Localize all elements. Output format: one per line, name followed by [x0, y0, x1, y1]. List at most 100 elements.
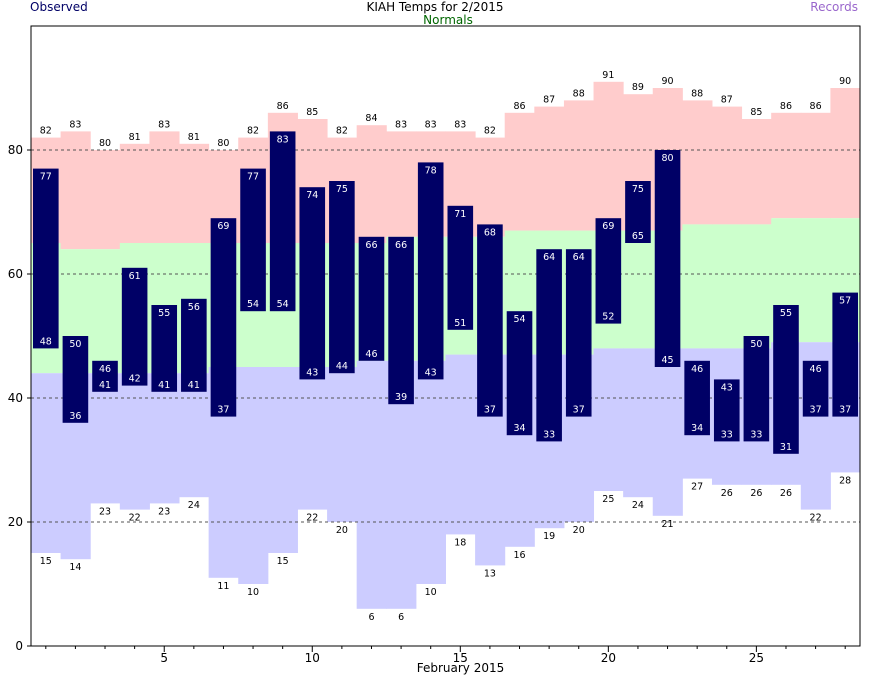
record-high-label: 90	[662, 76, 674, 87]
record-high-band	[682, 100, 713, 225]
observed-low-label: 43	[425, 367, 437, 378]
record-high-label: 83	[395, 119, 407, 130]
record-high-label: 83	[158, 119, 170, 130]
observed-bar	[802, 360, 829, 417]
record-low-band	[119, 373, 150, 510]
record-low-band	[297, 367, 328, 510]
record-high-band	[534, 106, 565, 231]
record-low-band	[356, 360, 387, 609]
observed-low-label: 37	[810, 405, 822, 416]
record-low-label: 25	[602, 494, 614, 505]
record-high-label: 82	[40, 126, 52, 137]
record-low-label: 22	[129, 513, 141, 524]
y-tick-label: 60	[8, 267, 23, 281]
observed-low-label: 41	[188, 380, 200, 391]
record-high-label: 83	[69, 119, 81, 130]
record-high-label: 80	[217, 138, 229, 149]
axes: 0 20 40 60 80 5 10 15 20 25 February 2015	[8, 25, 861, 675]
observed-bar	[92, 360, 118, 392]
normal-band	[741, 224, 772, 349]
observed-high-label: 56	[188, 302, 200, 313]
observed-high-label: 74	[306, 190, 318, 201]
record-low-label: 23	[99, 506, 111, 517]
observed-low-label: 33	[750, 429, 762, 440]
observed-bar	[536, 249, 562, 442]
observed-low-label: 41	[99, 380, 111, 391]
record-low-label: 6	[368, 612, 374, 623]
observed-low-label: 54	[247, 299, 259, 310]
normal-band	[711, 224, 743, 349]
observed-low-label: 33	[543, 429, 555, 440]
observed-low-label: 37	[839, 405, 851, 416]
observed-high-label: 64	[573, 252, 585, 263]
record-low-label: 24	[188, 500, 200, 511]
record-high-label: 81	[129, 132, 141, 143]
record-low-label: 24	[632, 500, 644, 511]
x-tick-label: 20	[601, 651, 616, 665]
chart-title: KIAH Temps for 2/2015	[366, 0, 504, 14]
record-low-band	[327, 367, 358, 522]
record-low-label: 15	[277, 556, 289, 567]
y-tick-label: 40	[8, 391, 23, 405]
record-high-label: 83	[425, 119, 437, 130]
record-high-label: 85	[750, 107, 762, 118]
record-high-band	[741, 119, 772, 225]
observed-low-label: 51	[454, 318, 466, 329]
record-high-band	[386, 131, 417, 237]
x-tick-label: 5	[160, 651, 168, 665]
record-high-label: 82	[336, 126, 348, 137]
observed-bar	[743, 336, 770, 442]
observed-high-label: 71	[454, 209, 466, 220]
observed-bar	[269, 131, 296, 312]
observed-high-label: 75	[632, 184, 644, 195]
record-low-label: 18	[454, 537, 466, 548]
observed-bar	[477, 224, 503, 417]
observed-bar	[565, 249, 592, 417]
observed-bar	[506, 311, 533, 436]
observed-bar	[447, 205, 474, 330]
value-labels: 82 77 48 15 83 50 36 14 80 46 41 23 81 61 42 22 83 55 41 23…	[40, 70, 851, 623]
record-high-label: 81	[188, 132, 200, 143]
observed-high-label: 68	[484, 227, 496, 238]
record-high-label: 87	[721, 95, 733, 106]
record-high-label: 82	[484, 126, 496, 137]
observed-high-label: 55	[780, 308, 792, 319]
observed-bar	[625, 181, 651, 243]
observed-high-label: 46	[691, 364, 703, 375]
observed-low-label: 43	[306, 367, 318, 378]
observed-bar	[62, 336, 89, 423]
record-high-label: 84	[365, 113, 377, 124]
legend-records: Records	[810, 0, 858, 14]
record-high-label: 85	[306, 107, 318, 118]
observed-high-label: 55	[158, 308, 170, 319]
observed-bar	[654, 150, 681, 367]
observed-low-label: 41	[158, 380, 170, 391]
observed-high-label: 77	[40, 172, 52, 183]
record-low-band	[415, 360, 446, 584]
record-high-band	[90, 150, 121, 250]
normal-band	[800, 218, 831, 343]
record-low-band	[652, 348, 683, 516]
record-high-label: 86	[810, 101, 822, 112]
legend-observed: Observed	[30, 0, 88, 14]
record-low-label: 6	[398, 612, 404, 623]
record-high-label: 91	[602, 70, 614, 81]
record-high-band	[149, 131, 180, 243]
legend-normals: Normals	[423, 13, 473, 27]
observed-low-label: 52	[602, 312, 614, 323]
record-low-label: 26	[750, 488, 762, 499]
record-high-label: 86	[780, 101, 792, 112]
observed-high-label: 50	[69, 339, 81, 350]
record-high-band	[771, 112, 802, 219]
observed-bar	[417, 162, 444, 380]
observed-bar	[121, 267, 148, 386]
observed-low-label: 34	[513, 423, 525, 434]
x-axis-label: February 2015	[417, 661, 505, 675]
record-high-label: 90	[839, 76, 851, 87]
record-high-label: 86	[277, 101, 289, 112]
observed-low-label: 36	[69, 411, 81, 422]
y-tick-label: 80	[8, 143, 23, 157]
x-tick-label: 15	[453, 651, 468, 665]
observed-high-label: 66	[365, 240, 377, 251]
record-high-band	[60, 131, 91, 250]
